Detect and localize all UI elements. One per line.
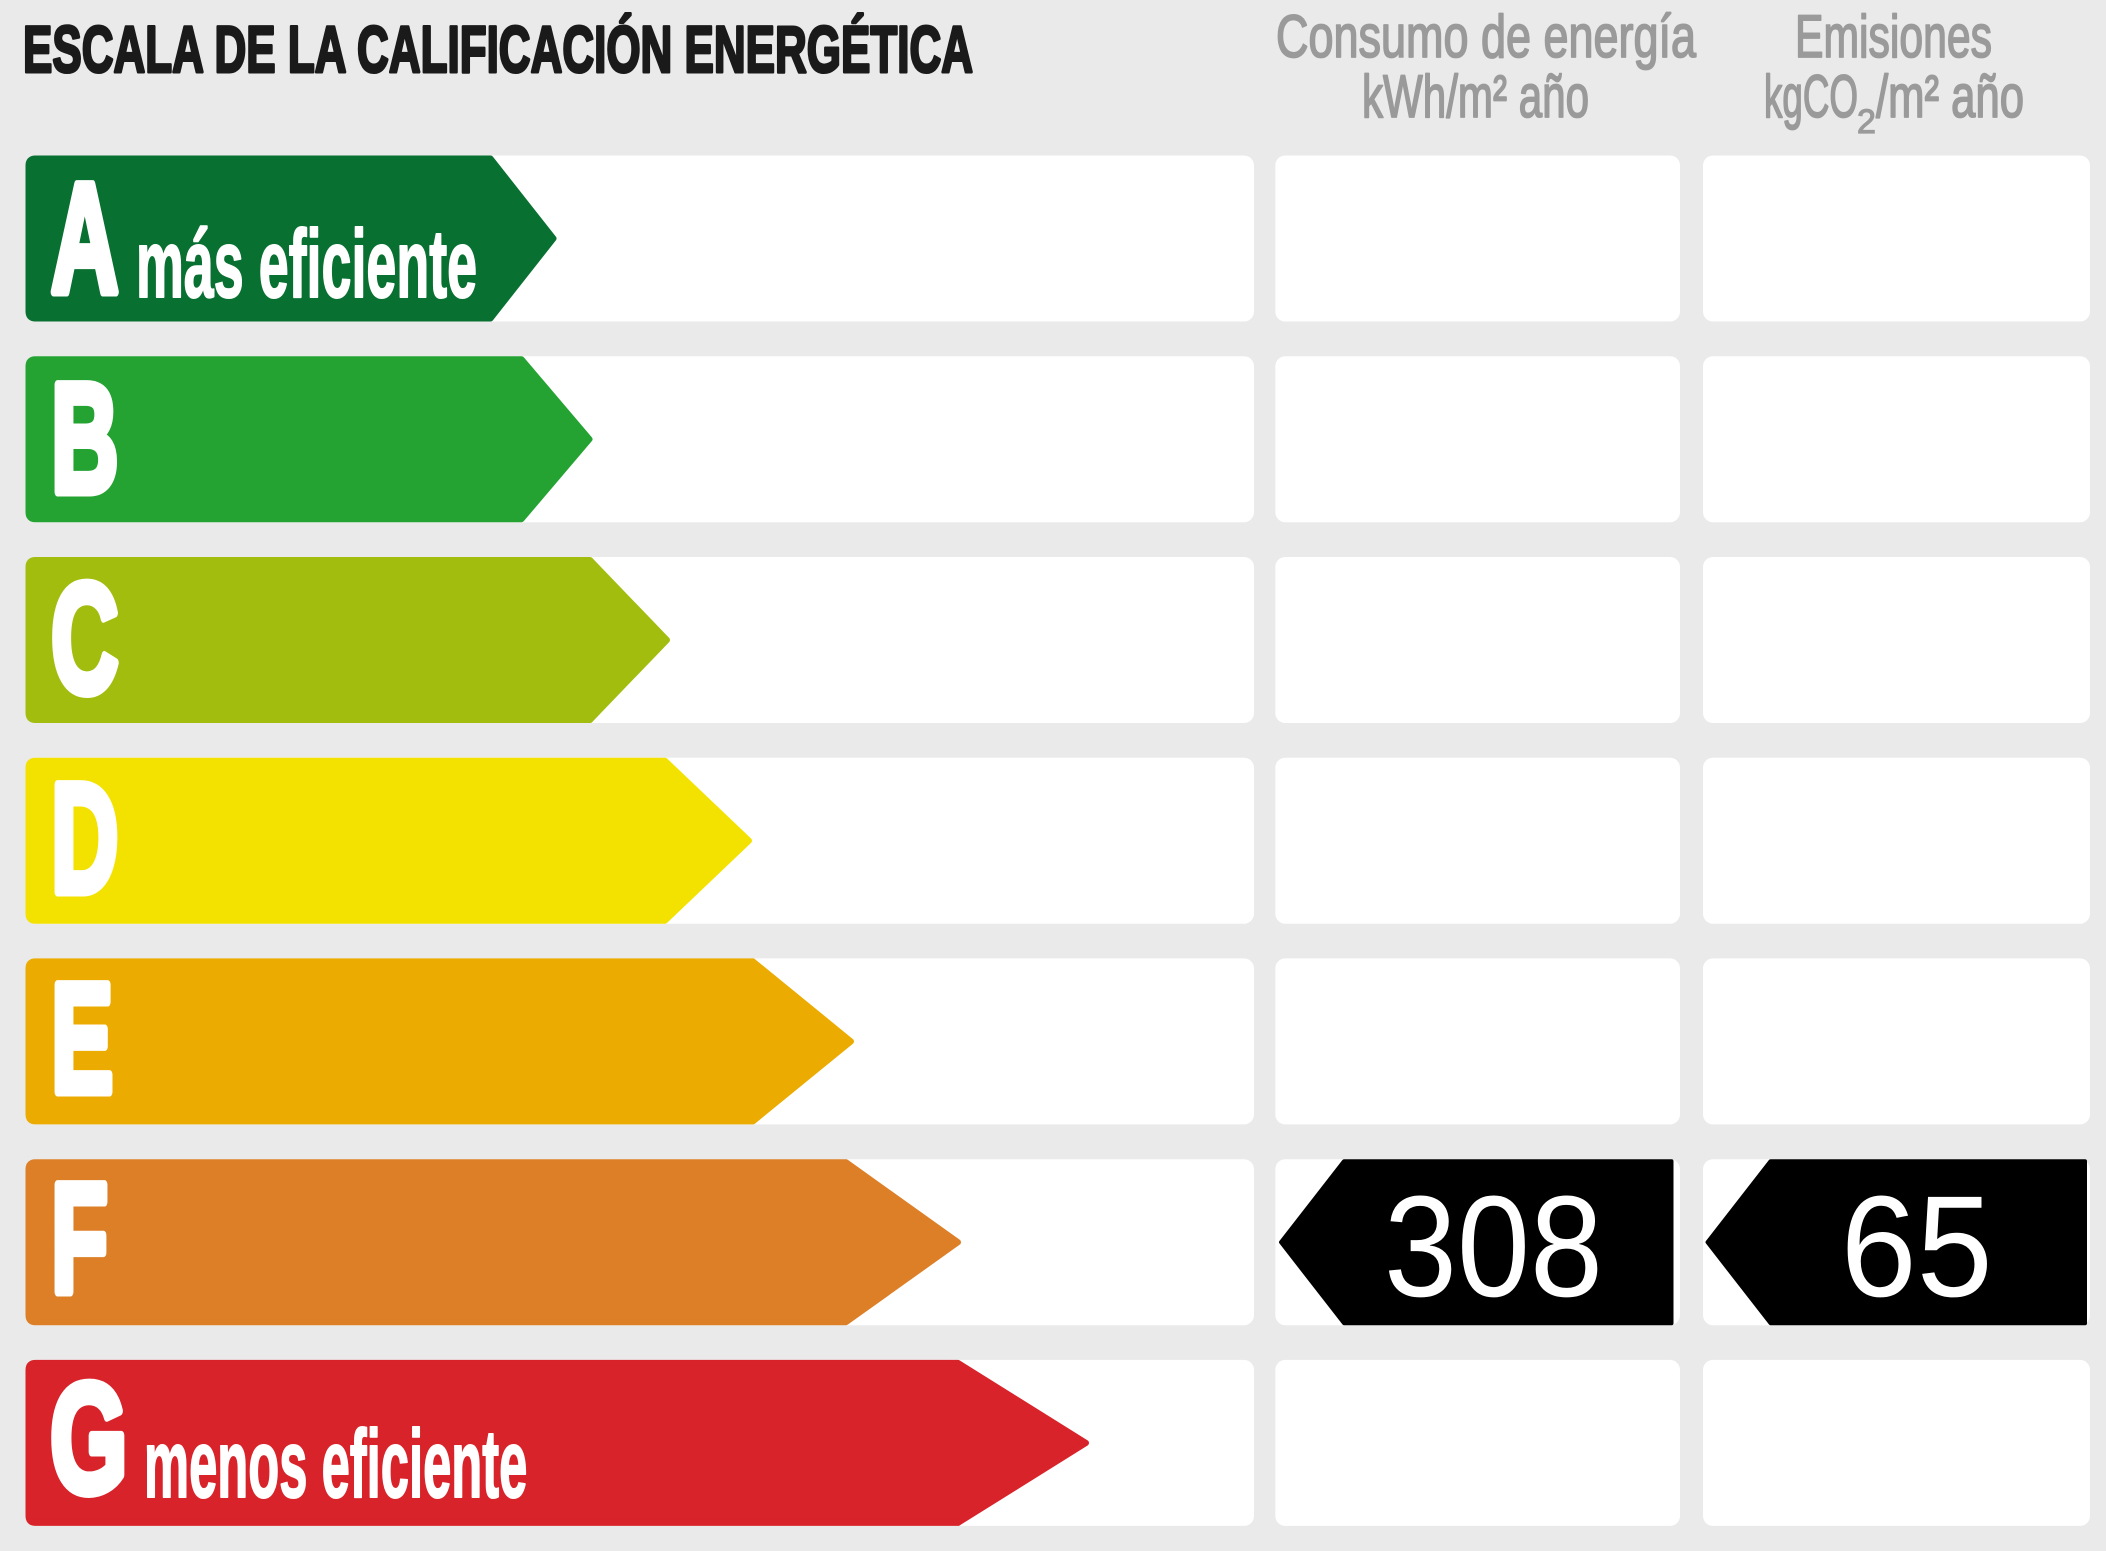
- svg-text:65: 65: [1841, 1166, 1993, 1327]
- svg-text:ESCALA DE LA CALIFICACIÓN ENER: ESCALA DE LA CALIFICACIÓN ENERGÉTICA: [23, 12, 973, 86]
- svg-text:más eficiente: más eficiente: [136, 209, 477, 318]
- svg-text:B: B: [51, 353, 119, 526]
- svg-text:menos eficiente: menos eficiente: [144, 1411, 527, 1519]
- svg-text:308: 308: [1384, 1166, 1603, 1327]
- svg-text:/m² año: /m² año: [1876, 63, 2024, 130]
- svg-text:F: F: [51, 1153, 108, 1326]
- svg-text:D: D: [51, 753, 119, 926]
- svg-text:kWh/m² año: kWh/m² año: [1362, 63, 1589, 130]
- svg-text:G: G: [50, 1350, 128, 1525]
- svg-text:2: 2: [1857, 103, 1876, 141]
- svg-text:E: E: [51, 953, 113, 1126]
- svg-text:kgCO: kgCO: [1764, 63, 1858, 130]
- svg-text:C: C: [51, 553, 119, 726]
- svg-text:Emisiones: Emisiones: [1795, 3, 1992, 70]
- svg-text:A: A: [51, 153, 119, 326]
- svg-text:Consumo de energía: Consumo de energía: [1276, 3, 1696, 70]
